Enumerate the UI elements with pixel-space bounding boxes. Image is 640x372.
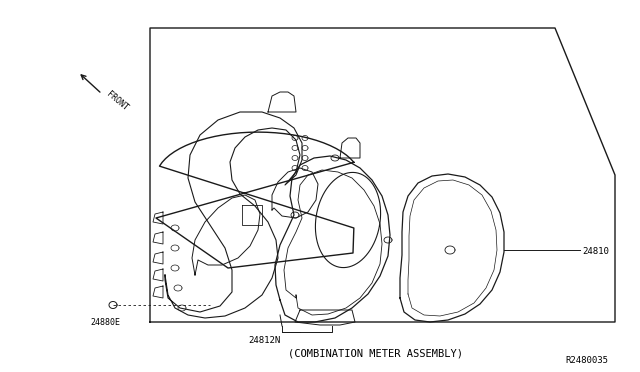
- Text: (COMBINATION METER ASSEMBLY): (COMBINATION METER ASSEMBLY): [287, 348, 463, 358]
- Text: 24810: 24810: [582, 247, 609, 257]
- Text: R2480035: R2480035: [565, 356, 608, 365]
- Text: 24880E: 24880E: [90, 318, 120, 327]
- Text: 24812N: 24812N: [248, 336, 280, 345]
- Text: FRONT: FRONT: [105, 90, 130, 113]
